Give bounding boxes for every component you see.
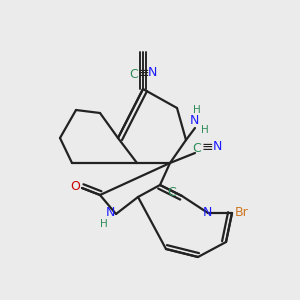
Text: H: H xyxy=(201,125,209,135)
Text: ≡: ≡ xyxy=(137,66,149,80)
Text: N: N xyxy=(212,140,222,154)
Text: N: N xyxy=(105,206,115,218)
Text: N: N xyxy=(202,206,212,220)
Text: O: O xyxy=(70,179,80,193)
Text: N: N xyxy=(189,113,199,127)
Text: ≡: ≡ xyxy=(201,140,213,154)
Text: C: C xyxy=(168,185,176,199)
Text: C: C xyxy=(193,142,201,154)
Text: H: H xyxy=(193,105,201,115)
Text: C: C xyxy=(130,68,138,80)
Text: Br: Br xyxy=(235,206,249,220)
Text: N: N xyxy=(147,67,157,80)
Text: H: H xyxy=(100,219,108,229)
